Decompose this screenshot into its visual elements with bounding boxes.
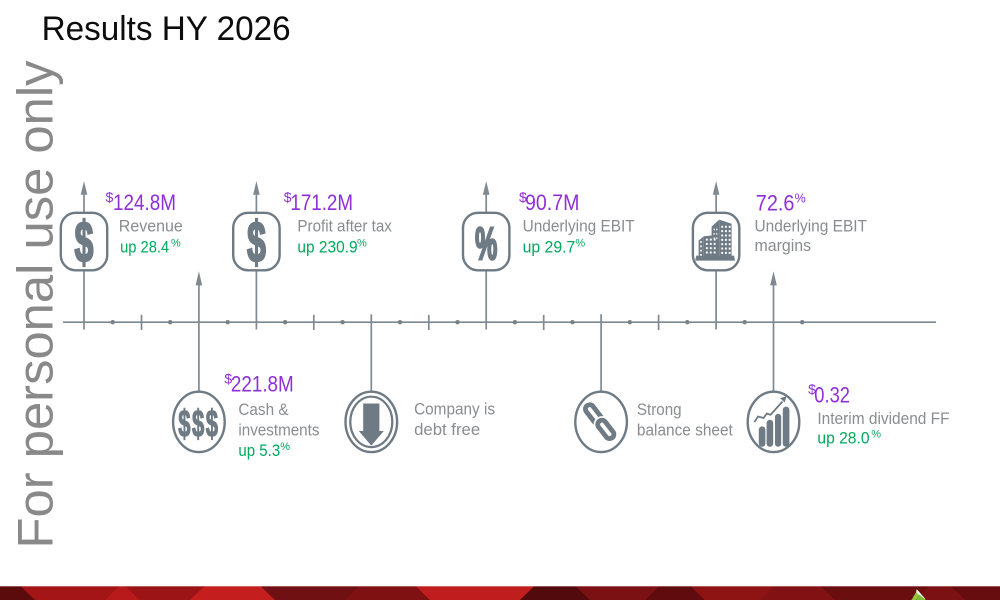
svg-text:%: % <box>795 191 806 205</box>
svg-text:$: $ <box>519 189 527 205</box>
svg-text:Company is: Company is <box>414 399 495 418</box>
svg-text:%: % <box>475 218 497 269</box>
svg-text:up 230.9: up 230.9 <box>297 237 357 256</box>
svg-text:$: $ <box>106 189 114 205</box>
svg-text:72.6: 72.6 <box>756 191 795 216</box>
svg-text:171.2M: 171.2M <box>290 190 353 215</box>
svg-text:up 5.3: up 5.3 <box>238 441 280 460</box>
svg-text:$: $ <box>284 189 292 205</box>
svg-text:$: $ <box>224 370 232 386</box>
svg-text:Cash &: Cash & <box>238 400 289 419</box>
svg-text:%: % <box>357 238 367 250</box>
svg-text:investments: investments <box>238 421 319 440</box>
svg-text:%: % <box>871 429 881 441</box>
svg-text:margins: margins <box>755 236 812 255</box>
svg-text:Underlying EBIT: Underlying EBIT <box>755 216 868 235</box>
svg-text:Profit after tax: Profit after tax <box>297 216 392 235</box>
svg-text:%: % <box>575 238 585 250</box>
svg-text:Underlying EBIT: Underlying EBIT <box>523 216 635 235</box>
svg-text:$$$: $$$ <box>178 403 219 446</box>
svg-text:Results HY 2026: Results HY 2026 <box>42 10 291 48</box>
svg-text:%: % <box>171 238 181 250</box>
svg-text:Strong: Strong <box>637 400 682 419</box>
svg-text:balance sheet: balance sheet <box>637 420 733 439</box>
svg-text:up 28.0: up 28.0 <box>817 429 869 448</box>
svg-text:0.32: 0.32 <box>814 382 850 407</box>
svg-text:up 29.7: up 29.7 <box>523 237 576 256</box>
svg-text:$: $ <box>247 209 266 273</box>
svg-text:124.8M: 124.8M <box>113 190 176 215</box>
svg-text:$: $ <box>75 209 94 273</box>
svg-text:90.7M: 90.7M <box>525 190 579 215</box>
svg-text:debt free: debt free <box>414 420 480 439</box>
svg-text:%: % <box>280 441 290 453</box>
svg-text:Revenue: Revenue <box>119 216 183 235</box>
svg-text:221.8M: 221.8M <box>231 372 294 397</box>
svg-text:up 28.4: up 28.4 <box>120 237 169 256</box>
svg-text:$: $ <box>808 381 816 397</box>
svg-text:Interim dividend FF: Interim dividend FF <box>817 409 949 428</box>
svg-text:For personal use only: For personal use only <box>8 61 64 549</box>
